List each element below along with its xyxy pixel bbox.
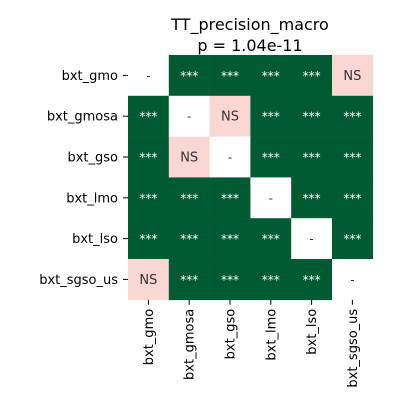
heatmap-cell xyxy=(250,177,292,219)
y-tick-label: bxt_lmo xyxy=(66,191,118,206)
x-tick-label: bxt_sgso_us xyxy=(346,309,361,388)
heatmap-cell xyxy=(332,218,374,260)
x-tick-label: bxt_gmosa xyxy=(183,309,198,380)
heatmap-cell xyxy=(128,136,170,178)
cell-label: - xyxy=(350,273,354,287)
heatmap-cell xyxy=(291,136,333,178)
cell-label: *** xyxy=(180,232,198,246)
cell-label: *** xyxy=(139,191,157,205)
cell-label: *** xyxy=(139,151,157,165)
cell-label: *** xyxy=(139,232,157,246)
cell-label: *** xyxy=(139,110,157,124)
cell-label: - xyxy=(146,69,150,83)
cell-label: *** xyxy=(262,273,280,287)
heatmap-cell xyxy=(168,136,210,178)
cell-label: *** xyxy=(343,232,361,246)
heatmap-cell xyxy=(250,259,292,301)
heatmap-cell xyxy=(128,259,170,301)
cell-label: *** xyxy=(303,151,321,165)
heatmap-cell xyxy=(332,55,374,97)
cell-label: *** xyxy=(180,273,198,287)
heatmap-cell xyxy=(168,218,210,260)
heatmap-cell xyxy=(332,136,374,178)
heatmap-cell xyxy=(168,55,210,97)
heatmap-cell xyxy=(332,259,374,301)
cell-label: *** xyxy=(221,191,239,205)
heatmap-cell xyxy=(168,95,210,137)
cell-label: *** xyxy=(262,69,280,83)
cell-label: *** xyxy=(221,232,239,246)
heatmap-cell xyxy=(250,136,292,178)
y-tick-label: bxt_lso xyxy=(72,232,118,247)
heatmap-cell xyxy=(291,55,333,97)
cell-label: *** xyxy=(262,151,280,165)
cell-label: - xyxy=(187,110,191,124)
heatmap-cell xyxy=(128,218,170,260)
heatmap-cell xyxy=(332,177,374,219)
cell-label: NS xyxy=(221,110,239,125)
cell-label: *** xyxy=(343,151,361,165)
heatmap-cell xyxy=(291,218,333,260)
cell-label: - xyxy=(309,232,313,246)
x-tick-label: bxt_gso xyxy=(224,309,239,360)
y-tick-label: bxt_gso xyxy=(67,151,118,166)
heatmap-cell xyxy=(128,55,170,97)
x-tick-labels: bxt_gmo bxt_gmosa bxt_gso bxt_lmo bxt_lso bxt… xyxy=(142,299,361,388)
heatmap-cell xyxy=(291,177,333,219)
heatmap-cell xyxy=(291,259,333,301)
y-tick-label: bxt_gmo xyxy=(62,69,118,84)
heatmap-cell xyxy=(209,177,251,219)
cell-label: - xyxy=(269,191,273,205)
heatmap-cells: - *** *** *** *** NS *** - NS *** *** *** *** NS - *** *… xyxy=(128,55,374,301)
chart-subtitle: p = 1.04e-11 xyxy=(197,36,302,55)
cell-label: *** xyxy=(262,232,280,246)
heatmap-cell xyxy=(209,55,251,97)
cell-label: *** xyxy=(180,69,198,83)
cell-label: *** xyxy=(221,69,239,83)
heatmap-cell xyxy=(209,95,251,137)
heatmap-cell xyxy=(128,177,170,219)
cell-label: NS xyxy=(343,69,361,84)
heatmap-cell xyxy=(209,218,251,260)
cell-label: *** xyxy=(303,191,321,205)
y-tick-label: bxt_sgso_us xyxy=(39,273,118,288)
heatmap-cell xyxy=(291,95,333,137)
heatmap-cell xyxy=(209,136,251,178)
cell-label: *** xyxy=(303,69,321,83)
heatmap-cell xyxy=(250,55,292,97)
cell-label: - xyxy=(228,151,232,165)
x-tick-label: bxt_lso xyxy=(305,309,320,355)
heatmap-cell xyxy=(332,95,374,137)
x-tick-label: bxt_gmo xyxy=(142,309,157,365)
chart-title: TT_precision_macro xyxy=(170,15,329,35)
heatmap-cell xyxy=(168,259,210,301)
cell-label: *** xyxy=(343,110,361,124)
heatmap-cell xyxy=(168,177,210,219)
cell-label: *** xyxy=(180,191,198,205)
cell-label: *** xyxy=(303,273,321,287)
heatmap-cell xyxy=(250,95,292,137)
cell-label: *** xyxy=(343,191,361,205)
cell-label: *** xyxy=(221,273,239,287)
cell-label: NS xyxy=(139,273,157,288)
cell-label: NS xyxy=(180,151,198,166)
cell-label: *** xyxy=(303,110,321,124)
y-tick-label: bxt_gmosa xyxy=(47,110,118,125)
x-tick-label: bxt_lmo xyxy=(264,309,279,361)
cell-label: *** xyxy=(262,110,280,124)
heatmap-cell xyxy=(209,259,251,301)
heatmap-cell xyxy=(250,218,292,260)
y-tick-labels: bxt_gmo bxt_gmosa bxt_gso bxt_lmo bxt_lsobxt… xyxy=(39,69,128,288)
heatmap-cell xyxy=(128,95,170,137)
